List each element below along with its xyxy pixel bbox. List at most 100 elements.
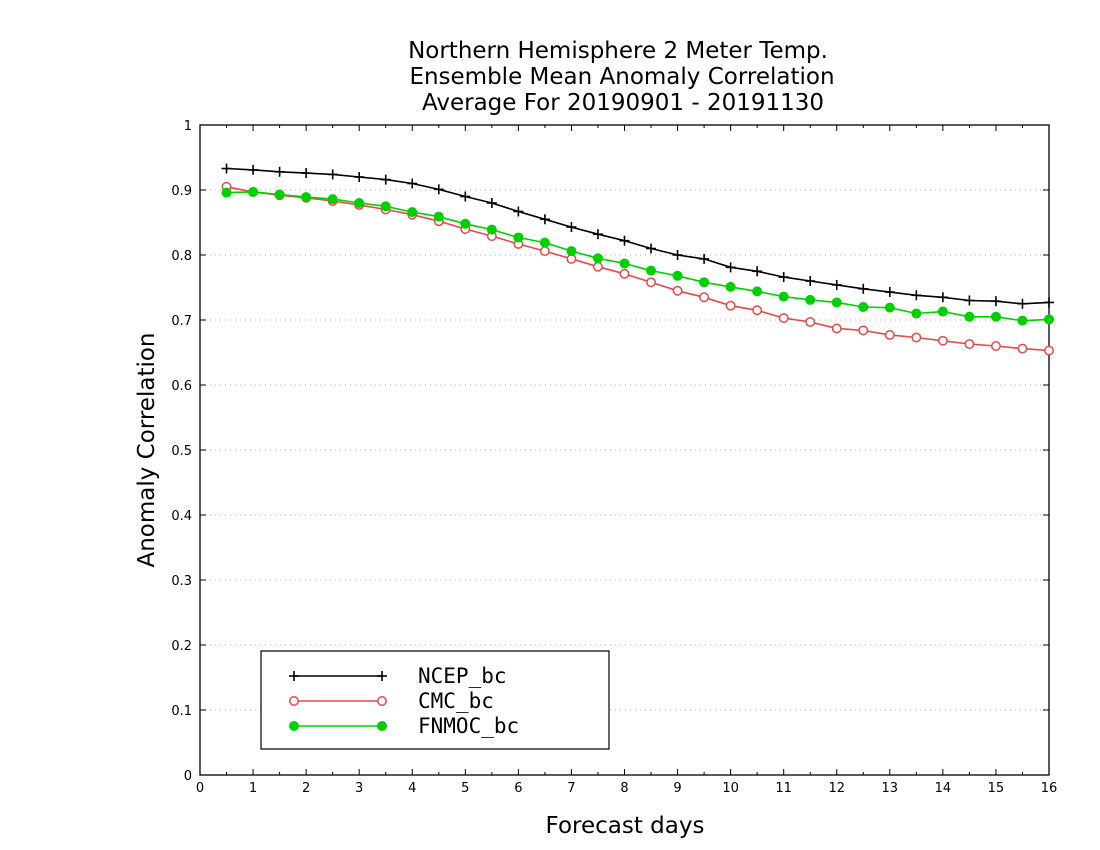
- x-tick-label: 10: [722, 781, 739, 796]
- series-line: [226, 186, 1050, 352]
- data-point: [1017, 343, 1028, 354]
- y-tick-label: 0.8: [171, 249, 192, 264]
- x-tick-label: 5: [461, 781, 469, 796]
- x-tick-label: 9: [673, 781, 681, 796]
- data-point: [380, 201, 391, 212]
- x-axis-ticks: 0 1 2 3 4 5 6 7 8 9 10 11 12 13 14 15 16: [196, 125, 1057, 796]
- x-tick-label: 3: [355, 781, 363, 796]
- data-point: [672, 285, 683, 296]
- data-point: [699, 292, 710, 303]
- y-tick-label: 0.6: [171, 379, 192, 394]
- data-point: [805, 294, 816, 305]
- data-point: [486, 224, 497, 235]
- x-tick-label: 14: [935, 781, 952, 796]
- x-tick-label: 1: [249, 781, 257, 796]
- x-tick-label: 12: [828, 781, 845, 796]
- legend-item: NCEP_bc: [289, 664, 507, 688]
- data-point: [592, 253, 603, 264]
- data-point: [990, 311, 1001, 322]
- data-point: [858, 302, 869, 312]
- data-point: [858, 325, 869, 336]
- legend-label: FNMOC_bc: [418, 714, 519, 738]
- y-tick-label: 0.9: [171, 184, 192, 199]
- data-point: [964, 339, 975, 349]
- y-tick-label: 0.4: [171, 509, 192, 524]
- data-point: [1044, 345, 1054, 356]
- y-tick-label: 0.5: [171, 444, 192, 459]
- data-point: [274, 189, 285, 200]
- data-point: [619, 258, 630, 269]
- y-axis-ticks: 0 0.1 0.2 0.3 0.4 0.5 0.6 0.7 0.8 0.9 1: [171, 119, 1049, 784]
- data-point: [433, 211, 444, 222]
- series-fnmoc-bc: [221, 186, 1054, 326]
- data-point: [884, 330, 895, 340]
- y-tick-label: 0.1: [171, 704, 192, 719]
- data-point: [805, 317, 816, 327]
- data-point: [937, 335, 948, 346]
- data-point: [646, 265, 657, 276]
- data-point: [566, 246, 577, 257]
- x-tick-label: 13: [882, 781, 899, 796]
- data-point: [539, 237, 550, 248]
- data-point: [937, 306, 948, 317]
- legend-label: NCEP_bc: [418, 664, 507, 688]
- data-point: [1017, 315, 1028, 326]
- y-tick-label: 0.3: [171, 574, 192, 589]
- data-point: [646, 277, 656, 288]
- chart-title-line-3: Average For 20190901 - 20191130: [422, 90, 824, 116]
- data-point: [699, 277, 710, 288]
- data-point: [752, 305, 763, 316]
- x-tick-label: 7: [567, 781, 575, 796]
- data-point: [354, 198, 365, 208]
- data-point: [593, 261, 603, 272]
- data-point: [377, 721, 387, 731]
- data-point: [672, 270, 683, 281]
- data-point: [778, 313, 789, 323]
- data-point: [407, 207, 418, 218]
- data-point: [911, 308, 922, 319]
- x-tick-label: 2: [302, 781, 310, 796]
- data-point: [619, 268, 630, 279]
- series-layer: [221, 163, 1054, 356]
- legend-item: FNMOC_bc: [289, 714, 519, 738]
- data-point: [752, 286, 763, 297]
- chart-title: Northern Hemisphere 2 Meter Temp. Ensemb…: [408, 38, 834, 116]
- x-tick-label: 11: [775, 781, 792, 796]
- y-tick-label: 0.2: [171, 639, 192, 654]
- legend-item: CMC_bc: [289, 689, 494, 713]
- y-tick-label: 1: [184, 119, 192, 134]
- x-tick-label: 16: [1041, 781, 1058, 796]
- chart-title-line-2: Ensemble Mean Anomaly Correlation: [409, 64, 834, 90]
- x-tick-label: 4: [408, 781, 416, 796]
- data-point: [289, 721, 299, 731]
- x-tick-label: 15: [988, 781, 1005, 796]
- data-point: [327, 194, 338, 205]
- x-axis-label: Forecast days: [546, 813, 705, 839]
- data-point: [778, 291, 789, 302]
- data-point: [221, 187, 232, 198]
- data-point: [289, 696, 299, 706]
- data-point: [248, 186, 259, 197]
- chart-title-line-1: Northern Hemisphere 2 Meter Temp.: [408, 38, 828, 64]
- series-cmc-bc: [221, 181, 1054, 356]
- x-tick-label: 0: [196, 781, 204, 796]
- data-point: [964, 311, 975, 322]
- data-point: [513, 232, 524, 243]
- data-point: [1044, 314, 1054, 325]
- data-point: [725, 300, 736, 311]
- y-axis-label: Anomaly Correlation: [134, 332, 160, 567]
- data-point: [725, 281, 736, 292]
- legend-box: [260, 650, 610, 750]
- data-point: [911, 332, 922, 343]
- data-point: [990, 341, 1001, 351]
- x-tick-label: 6: [514, 781, 522, 796]
- y-tick-label: 0.7: [171, 314, 192, 329]
- data-point: [539, 246, 550, 257]
- y-tick-label: 0: [184, 769, 192, 784]
- data-point: [831, 323, 842, 334]
- data-point: [831, 297, 842, 308]
- series-ncep-bc: [221, 163, 1054, 309]
- data-point: [301, 192, 312, 203]
